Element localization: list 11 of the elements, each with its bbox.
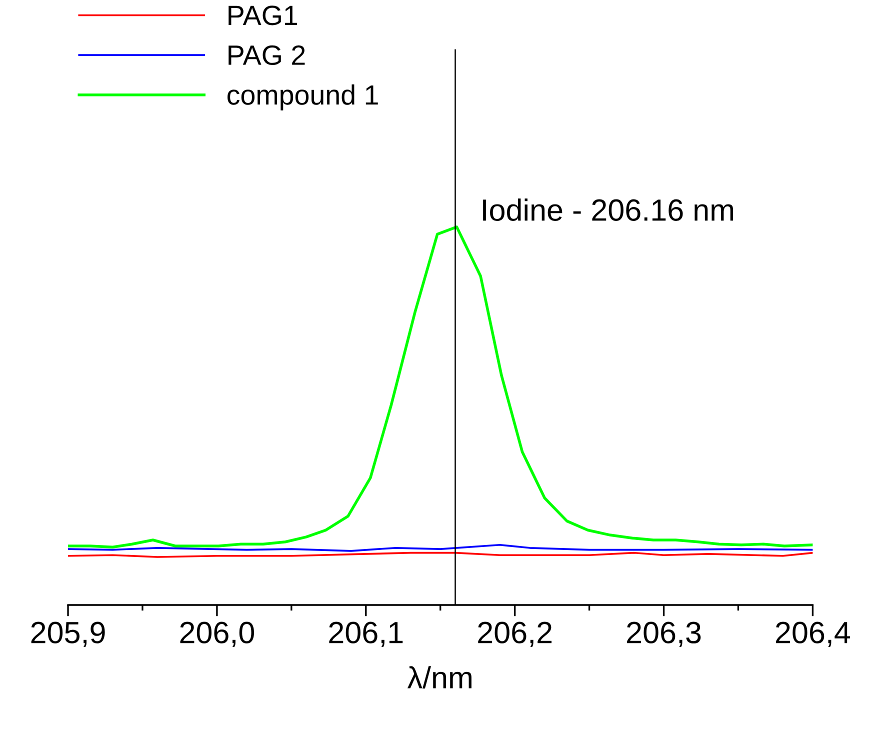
legend-label: PAG 2	[228, 45, 305, 66]
x-tick-label: 206,4	[776, 622, 850, 648]
x-tick-label: 206,3	[627, 622, 701, 648]
x-tick-label: 205,9	[31, 622, 105, 648]
legend-label: PAG1	[228, 6, 298, 26]
x-tick-label: 206,1	[329, 622, 403, 648]
x-axis-title: λ/nm	[407, 666, 472, 689]
ref-line-label: Iodine - 206.16 nm	[483, 198, 734, 221]
x-tick-label: 206,2	[478, 622, 552, 648]
x-tick-label: 206,0	[180, 622, 254, 648]
legend-label: compound 1	[228, 84, 378, 110]
